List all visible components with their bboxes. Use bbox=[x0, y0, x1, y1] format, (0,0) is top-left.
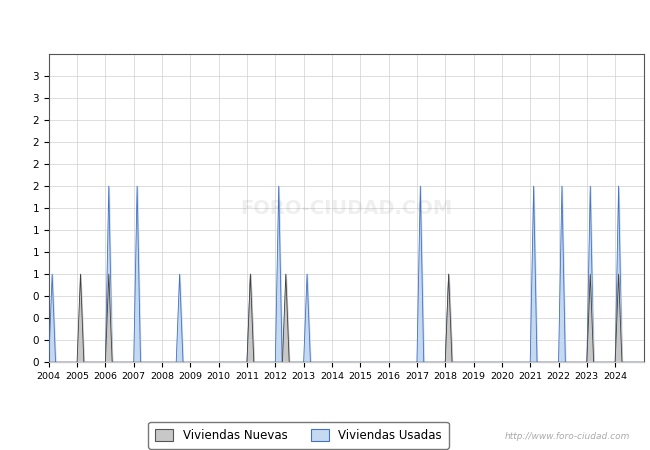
Text: Caltojar - Evolucion del Nº de Transacciones Inmobiliarias: Caltojar - Evolucion del Nº de Transacci… bbox=[114, 16, 536, 31]
Legend: Viviendas Nuevas, Viviendas Usadas: Viviendas Nuevas, Viviendas Usadas bbox=[148, 422, 448, 449]
Text: FORO-CIUDAD.COM: FORO-CIUDAD.COM bbox=[240, 198, 452, 218]
Text: http://www.foro-ciudad.com: http://www.foro-ciudad.com bbox=[505, 432, 630, 441]
